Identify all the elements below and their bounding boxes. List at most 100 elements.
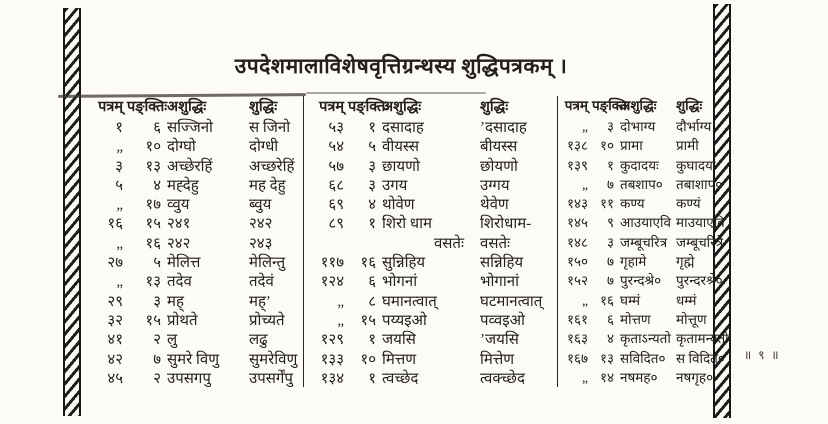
ashuddhi-cell: उगय [382,177,408,194]
shuddhi-cell: पव्वइओ [480,312,525,329]
pankti-cell: १६ [599,292,614,308]
table-row: १४८ ३ जम्बूचरित्र जम्बूचरित्रे [562,233,723,252]
table-row: ६८ ३ उगय उग्गय [308,175,557,194]
rows-container: „ ३ दोभाग्य दौर्भाग्य १३८ १० प्रामा प्रामी १३९ १ क… [562,117,729,387]
rows-container: १ ६ सज्जिनो स जिनो „ १० दोग्घो दोग्धी ३ १३ अच्छेरह… [95,117,303,387]
pattram-cell: „ [582,119,588,134]
table-row: „ १५ पय्यइओ पव्वइओ [308,310,557,329]
pattram-cell: १६३ [566,331,588,347]
ashuddhi-cell: जयसि [382,332,416,349]
pattram-cell: १४५ [566,215,588,231]
ashuddhi-cell: सुमरे विणु [167,351,220,368]
pattram-cell: १४३ [566,196,588,212]
pankti-cell: ३ [606,119,614,134]
table-row: वसतेः वसतेः [308,233,557,252]
shuddhi-cell: मेलिन्तु [249,255,286,272]
table-row: „ १४ नषमह० नषगृह० [562,368,713,387]
table-row: १२४ ६ भोगनां भोगानां [308,271,557,290]
ashuddhi-cell: त्वच्छेद [382,370,419,387]
pankti-cell: १ [368,216,376,233]
pankti-cell: १ [368,120,376,136]
pankti-cell: १३ [145,158,161,175]
errata-column-2: पत्रम् पङ्क्तिः अशुद्धिः शुद्धिः ५३ १ दसाद… [303,96,557,388]
pankti-cell: ६ [153,120,161,136]
pattram-cell: „ [116,274,123,291]
table-row: १३४ १ त्वच्छेद त्वक्च्छेद [308,368,557,387]
pattram-cell: १२९ [320,332,344,349]
header-shuddhi: शुद्धिः [480,99,509,115]
pankti-cell: ५ [153,255,161,272]
header-ashuddhi: अशुद्धिः [382,99,422,115]
table-row: „ १७ व्वुय ब्वुय [95,194,303,213]
ashuddhi-cell: आउयाएवि [620,215,671,231]
header-row: पत्रम् पङ्क्तिः अशुद्धिः शुद्धिः [562,96,711,117]
pattram-cell: १५२ [566,273,588,289]
header-ashuddhi: अशुद्धिः [167,99,207,115]
shuddhi-cell: प्रोच्यते [249,312,285,329]
pattram-cell: ६९ [328,197,344,214]
shuddhi-cell: कुघादयः [676,157,716,173]
pankti-cell: २ [153,370,161,387]
pattram-cell: ३२ [107,312,123,329]
pankti-cell: १ [368,332,376,349]
shuddhi-cell: मह्ʼ [249,293,271,310]
pattram-cell: ४५ [107,370,123,387]
table-row: ६९ ४ थोवेण थेवेण [308,194,557,213]
ashuddhi-cell: लु [167,332,178,349]
pattram-cell: ४१ [107,332,123,349]
table-row: २९ ३ मह् मह्ʼ [95,291,303,310]
pattram-cell: २७ [107,255,123,272]
header-pankti: पङ्क्तिः [592,98,630,113]
pattram-cell: ८९ [328,216,344,233]
pankti-cell: ४ [606,331,614,347]
header-row: पत्रम् पङ्क्तिः अशुद्धिः शुद्धिः [308,96,557,117]
pattram-cell: „ [116,197,123,214]
pankti-cell: १ [606,157,614,173]
ashuddhi-cell: वीयस्स [382,139,420,156]
pattram-cell: „ [116,235,123,252]
ashuddhi-cell: दसादाह [382,120,424,136]
pattram-cell: „ [116,139,123,156]
shuddhi-cell: दोग्धी [249,139,279,156]
pattram-cell: १६७ [566,350,588,366]
header-ashuddhi: अशुद्धिः [620,98,657,113]
shuddhi-cell: उग्गय [480,177,510,194]
shuddhi-cell: मित्तेण [480,351,515,368]
table-row: ५७ ३ छायणो छोयणो [308,156,557,175]
ashuddhi-cell: मेलित्त [167,255,201,272]
pankti-cell: ८ [368,293,376,310]
header-pattram: पत्रम् [319,99,344,115]
shuddhi-cell: थेवेण [480,197,509,214]
shuddhi-cell: तबाशाप० [676,176,723,192]
shuddhi-cell: शिरोधाम- [480,216,532,233]
table-row: „ १६ २४२ २४३ [95,233,303,252]
pankti-cell: ९ [606,215,614,231]
pattram-cell: १३३ [320,351,344,368]
pattram-cell: १४८ [566,234,588,250]
table-row: १६ १५ २४१ २४२ [95,213,303,232]
header-pattram: पत्रम् [564,98,588,113]
ashuddhi-cell: दोग्घो [167,139,196,156]
ashuddhi-cell: मोत्तण [620,311,651,327]
ashuddhi-cell: उपसगपु [167,370,211,387]
pankti-cell: १४ [599,369,614,385]
pattram-cell: १३४ [320,370,344,387]
table-row: ४१ २ लु लढु [95,329,303,348]
ink-smudge [306,92,486,94]
table-row: „ ८ घमानत्वात् घटमानत्वात् [308,291,557,310]
table-row: „ ७ तबशाप० तबाशाप० [562,175,722,194]
shuddhi-cell: २४२ [249,216,273,233]
shuddhi-cell: सुमरेविणु [249,351,298,368]
rope-border-right [713,4,731,418]
page-title: उपदेशमालाविशेषवृत्तिग्रन्थस्य शुद्धिपत्र… [234,54,568,78]
shuddhi-cell: अच्छरेहिं [249,158,295,175]
shuddhi-cell: सन्निहिय [480,255,524,272]
ashuddhi-cell: कृताऽन्यतो [620,331,671,347]
table-row: „ १३ तदेव तदेवं [95,271,303,290]
pankti-cell: १५ [145,312,161,329]
shuddhi-cell: वसतेः [480,235,511,252]
page-number: ॥ ९ ॥ [744,348,781,362]
pankti-cell: ६ [606,311,614,327]
pattram-cell: १३८ [566,138,588,154]
shuddhi-cell: स जिनो [249,120,291,136]
